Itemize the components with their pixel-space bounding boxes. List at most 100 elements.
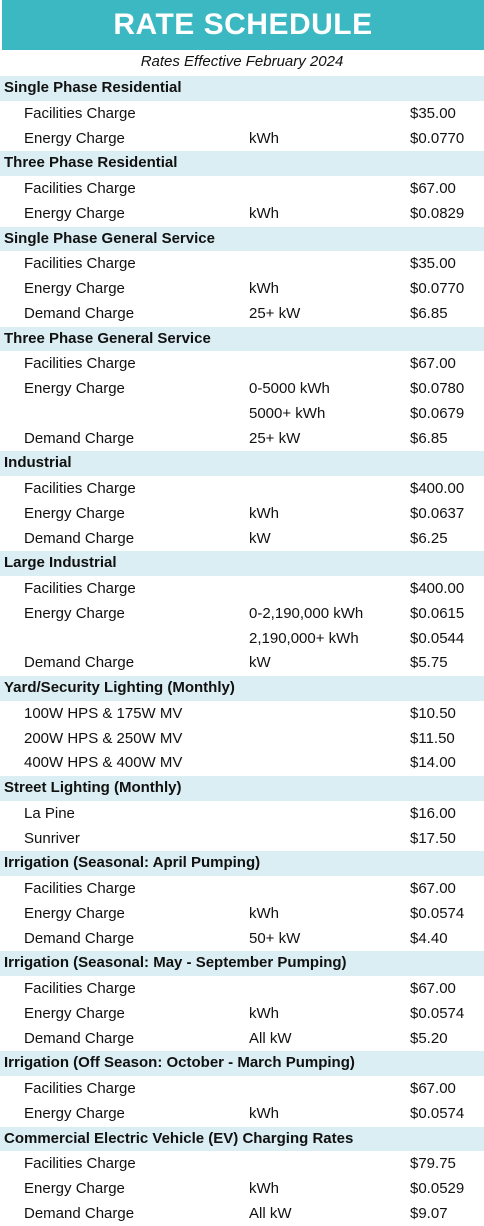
charge-unit: kWh [249, 204, 279, 222]
charge-unit: 25+ kW [249, 304, 301, 322]
section-header: Large Industrial [0, 550, 484, 576]
rate-row: Facilities Charge $67.00 [0, 1076, 484, 1101]
charge-price: $0.0770 [410, 129, 465, 147]
rate-row: Demand Charge All kW $5.20 [0, 1026, 484, 1051]
charge-unit: kWh [249, 129, 279, 147]
rate-row: Energy Charge kWh $0.0574 [0, 1001, 484, 1026]
charge-price: $0.0679 [410, 404, 465, 422]
section-title: Large Industrial [4, 554, 117, 572]
rate-row: Demand Charge kW $6.25 [0, 526, 484, 551]
section-header: Irrigation (Seasonal: April Pumping) [0, 850, 484, 876]
effective-date-subtitle: Rates Effective February 2024 [140, 53, 344, 70]
charge-unit: kWh [249, 1004, 279, 1022]
charge-price: $6.25 [410, 529, 448, 547]
charge-label: Facilities Charge [24, 580, 136, 597]
section-header: Single Phase General Service [0, 225, 484, 252]
section-header: Three Phase Residential [0, 150, 484, 176]
charge-price: $5.75 [410, 654, 448, 672]
section-title: Single Phase Residential [4, 79, 182, 96]
rate-row: 400W HPS & 400W MV $14.00 [0, 750, 484, 775]
section-header: Industrial [0, 450, 484, 476]
section-header: Commercial Electric Vehicle (EV) Chargin… [0, 1125, 484, 1152]
charge-price: $0.0780 [410, 380, 465, 397]
charge-label: Demand Charge [24, 654, 135, 672]
charge-label: Facilities Charge [24, 480, 136, 497]
rate-row: 5000+ kWh $0.0679 [0, 401, 484, 426]
charge-unit: kWh [249, 1180, 279, 1197]
rate-row: Facilities Charge $400.00 [0, 476, 484, 501]
rate-row: Energy Charge kWh $0.0637 [0, 501, 484, 526]
rate-row: Energy Charge kWh $0.0770 [0, 126, 484, 151]
rate-row: La Pine $16.00 [0, 801, 484, 826]
section-header: Irrigation (Off Season: October - March … [0, 1050, 484, 1076]
section-title: Three Phase General Service [4, 329, 211, 347]
charge-price: $400.00 [410, 580, 465, 597]
section-header: Irrigation (Seasonal: May - September Pu… [0, 950, 484, 976]
charge-price: $11.50 [410, 729, 455, 747]
charge-label: 200W HPS & 250W MV [24, 729, 183, 747]
charge-label: Demand Charge [24, 1204, 135, 1222]
section-title: Three Phase Residential [4, 154, 178, 172]
charge-label: Energy Charge [24, 904, 125, 922]
charge-price: $67.00 [410, 880, 456, 897]
charge-label: Energy Charge [24, 604, 125, 622]
section-title: Irrigation (Seasonal: May - September Pu… [4, 954, 347, 972]
charge-price: $67.00 [410, 180, 456, 197]
rate-row: Facilities Charge $67.00 [0, 176, 484, 201]
charge-price: $79.75 [410, 1155, 456, 1173]
charge-label: Demand Charge [24, 304, 135, 322]
rate-row: Energy Charge kWh $0.0770 [0, 276, 484, 301]
charge-label: Energy Charge [24, 380, 125, 397]
charge-unit: 0-2,190,000 kWh [249, 604, 364, 622]
charge-label: Demand Charge [24, 929, 135, 947]
charge-label: Demand Charge [24, 529, 135, 547]
rate-row: 2,190,000+ kWh $0.0544 [0, 626, 484, 651]
charge-label: Facilities Charge [24, 1155, 136, 1173]
section-header: Street Lighting (Monthly) [0, 775, 484, 801]
rate-row: 200W HPS & 250W MV $11.50 [0, 726, 484, 751]
charge-price: $35.00 [410, 255, 456, 273]
rate-row: Demand Charge 25+ kW $6.85 [0, 301, 484, 326]
section-title: Industrial [4, 454, 72, 472]
rate-row: Energy Charge kWh $0.0574 [0, 901, 484, 926]
charge-price: $0.0770 [410, 280, 465, 297]
charge-price: $10.50 [410, 704, 456, 722]
charge-unit: 2,190,000+ kWh [249, 629, 359, 647]
charge-unit: 5000+ kWh [249, 404, 326, 422]
rate-row: Demand Charge 25+ kW $6.85 [0, 426, 484, 451]
charge-label: Demand Charge [24, 429, 135, 447]
charge-price: $16.00 [410, 804, 456, 822]
charge-label: Energy Charge [24, 204, 125, 222]
rate-row: Energy Charge 0-5000 kWh $0.0780 [0, 376, 484, 401]
rate-row: Facilities Charge $67.00 [0, 976, 484, 1001]
rate-row: Demand Charge All kW $9.07 [0, 1201, 484, 1226]
charge-unit: 0-5000 kWh [249, 380, 330, 397]
charge-label: Energy Charge [24, 129, 125, 147]
charge-unit: kW [249, 654, 271, 672]
section-header: Yard/Security Lighting (Monthly) [0, 675, 484, 701]
charge-label: Facilities Charge [24, 255, 136, 273]
charge-price: $0.0529 [410, 1180, 465, 1197]
charge-price: $5.20 [410, 1029, 448, 1047]
charge-unit: kW [249, 529, 271, 547]
rate-row: Energy Charge kWh $0.0529 [0, 1176, 484, 1201]
charge-price: $67.00 [410, 355, 456, 373]
charge-label: 400W HPS & 400W MV [24, 754, 183, 772]
charge-unit: 25+ kW [249, 429, 301, 447]
charge-price: $0.0829 [410, 204, 465, 222]
charge-unit: All kW [249, 1204, 292, 1222]
rate-row: Facilities Charge $35.00 [0, 251, 484, 276]
charge-price: $0.0574 [410, 904, 465, 922]
charge-price: $6.85 [410, 304, 448, 322]
charge-label: Facilities Charge [24, 104, 136, 122]
charge-price: $67.00 [410, 1080, 456, 1097]
charge-price: $67.00 [410, 980, 456, 997]
charge-price: $9.07 [410, 1204, 448, 1222]
section-title: Street Lighting (Monthly) [4, 779, 182, 796]
charge-price: $4.40 [410, 929, 448, 947]
charge-unit: kWh [249, 904, 279, 922]
charge-unit: kWh [249, 504, 279, 522]
charge-unit: kWh [249, 1104, 279, 1122]
charge-price: $14.00 [410, 754, 456, 772]
rate-row: Energy Charge kWh $0.0829 [0, 201, 484, 226]
